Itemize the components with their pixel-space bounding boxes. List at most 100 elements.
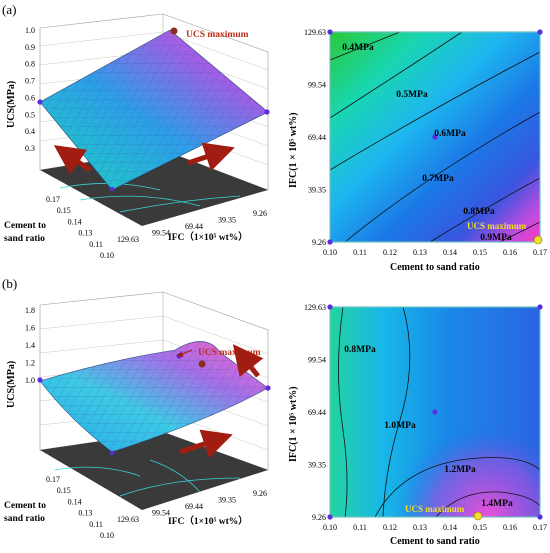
z-tick-label: 1.0 [25,376,35,385]
x-tick-label: 0.13 [78,229,92,238]
y-tick-label: 99.54 [152,509,170,518]
z-tick-label: 0.6 [25,93,35,102]
panel-b-label: (b) [2,276,17,291]
contour-y-tick-label: 9.26 [312,513,326,522]
contour-x-tick-label: 0.10 [323,523,337,532]
z-tick-label: 0.3 [25,144,35,153]
contour-y-tick-label: 99.54 [308,356,326,365]
contour-level-label: 0.5MPa [396,90,428,100]
contour-level-label: 0.6MPa [434,129,466,139]
x-tick-label: 0.15 [57,206,71,215]
contour-y-tick-label: 69.44 [308,133,326,142]
y-tick-label: 69.44 [185,502,203,511]
panel-b-z-ticks: 1.0 1.2 1.4 1.6 1.8 [25,306,35,385]
contour-x-tick-label: 0.13 [413,523,427,532]
panel-b-contour-xlabel: Cement to sand ratio [390,536,480,547]
x-tick-label: 0.17 [46,195,60,204]
z-tick-label: 1.8 [25,306,35,315]
contour-level-label: 0.8MPa [463,207,495,217]
contour-level-label: 0.9MPa [480,233,512,243]
y-tick-label: 39.35 [218,496,236,505]
contour-level-label: 1.0MPa [384,421,416,431]
x-tick-label: 0.13 [78,509,92,518]
panel-a-contour: 0.4MPa 0.5MPa 0.6MPa 0.7MPa 0.8MPa 0.9MPa UCS… [288,28,547,273]
panel-b-zlabel: UCS(MPa) [6,361,17,408]
x-tick-label: 0.17 [46,475,60,484]
x-tick-label: 0.14 [68,497,82,506]
contour-level-label: 1.4MPa [481,499,513,509]
contour-x-tick-label: 0.12 [383,523,397,532]
z-tick-label: 1.4 [25,341,35,350]
panel-a-contour-labels: 0.4MPa 0.5MPa 0.6MPa 0.7MPa 0.8MPa 0.9MPa [342,43,512,243]
panel-b-surface: (b) UCS maximum UCS(MPa) 1.0 1.2 1.4 1.6 1.8… [2,276,271,540]
panel-b-contour-y-ticks: 129.63 99.54 69.44 39.35 9.26 [304,303,326,522]
panel-a-z-ticks: 0.3 0.4 0.5 0.6 0.7 0.8 0.9 1.0 [25,26,35,153]
z-tick-label: 1.2 [25,359,35,368]
contour-y-tick-label: 39.35 [308,186,326,195]
z-tick-label: 1.6 [25,324,35,333]
panel-b-x-ticks: 0.17 0.15 0.14 0.13 0.11 0.10 [46,475,114,540]
z-tick-label: 0.5 [25,110,35,119]
panel-b-contour-annotation: UCS maximum [405,504,465,514]
panel-b-ylabel: IFC（1×10⁵ wt%） [168,515,248,527]
contour-x-tick-label: 0.10 [323,248,337,257]
panel-a-contour-ylabel: IFC(1 × 10⁵ wt%) [288,112,299,188]
y-tick-label: 99.54 [152,229,170,238]
contour-x-tick-label: 0.11 [353,523,367,532]
panel-a-contour-annotation: UCS maximum [467,221,527,231]
panel-b-contour-labels: 0.8MPa 1.0MPa 1.2MPa 1.4MPa [344,345,513,509]
y-tick-label: 69.44 [185,222,203,231]
contour-x-tick-label: 0.17 [533,248,547,257]
contour-x-tick-label: 0.11 [353,248,367,257]
x-tick-label: 0.10 [100,251,114,260]
contour-level-label: 0.4MPa [342,43,374,53]
y-tick-label: 39.35 [218,216,236,225]
panel-b-contour: 0.8MPa 1.0MPa 1.2MPa 1.4MPa UCS maximum 0.1… [288,303,547,547]
contour-x-tick-label: 0.12 [383,248,397,257]
contour-y-tick-label: 99.54 [308,81,326,90]
panel-a-contour-y-ticks: 129.63 99.54 69.44 39.35 9.26 [304,28,326,247]
panel-a-contour-x-ticks: 0.10 0.11 0.12 0.13 0.14 0.15 0.16 0.17 [323,248,547,257]
y-tick-label: 9.26 [253,489,267,498]
y-tick-label: 129.63 [117,515,139,524]
z-tick-label: 0.4 [25,127,35,136]
y-tick-label: 9.26 [253,209,267,218]
panel-a-y-ticks: 129.63 99.54 69.44 39.35 9.26 [117,209,267,244]
x-tick-label: 0.14 [68,217,82,226]
z-tick-label: 0.9 [25,43,35,52]
contour-x-tick-label: 0.14 [443,523,457,532]
contour-y-tick-label: 9.26 [312,238,326,247]
contour-y-tick-label: 69.44 [308,408,326,417]
contour-y-tick-label: 39.35 [308,461,326,470]
panel-b-contour-ylabel: IFC(1 × 10⁵ wt%) [288,386,299,462]
contour-x-tick-label: 0.15 [473,248,487,257]
panel-b-contour-x-ticks: 0.10 0.11 0.12 0.13 0.14 0.15 0.16 0.17 [323,523,547,532]
panel-a-x-ticks: 0.17 0.15 0.14 0.13 0.11 0.10 [46,195,114,260]
panel-a-xlabel-line1: Cement to [4,221,46,231]
contour-x-tick-label: 0.16 [503,523,517,532]
z-tick-label: 1.0 [25,26,35,35]
panel-a-surface-annotation: UCS maximum [186,30,249,40]
panel-b-y-ticks: 129.63 99.54 69.44 39.35 9.26 [117,489,267,524]
panel-b-xlabel-line2: sand ratio [4,514,45,524]
contour-x-tick-label: 0.14 [443,248,457,257]
z-tick-label: 0.7 [25,77,35,86]
panel-b-xlabel-line1: Cement to [4,501,46,511]
panel-a-contour-xlabel: Cement to sand ratio [390,262,480,273]
contour-level-label: 0.7MPa [422,174,454,184]
x-tick-label: 0.11 [89,240,103,249]
contour-level-label: 1.2MPa [444,465,476,475]
contour-level-label: 0.8MPa [344,345,376,355]
x-tick-label: 0.10 [100,531,114,540]
contour-y-tick-label: 129.63 [304,28,326,37]
x-tick-label: 0.15 [57,486,71,495]
contour-x-tick-label: 0.15 [473,523,487,532]
panel-a-label: (a) [2,2,16,17]
y-tick-label: 129.63 [117,235,139,244]
contour-x-tick-label: 0.17 [533,523,547,532]
z-tick-label: 0.8 [25,60,35,69]
contour-x-tick-label: 0.16 [503,248,517,257]
contour-x-tick-label: 0.13 [413,248,427,257]
